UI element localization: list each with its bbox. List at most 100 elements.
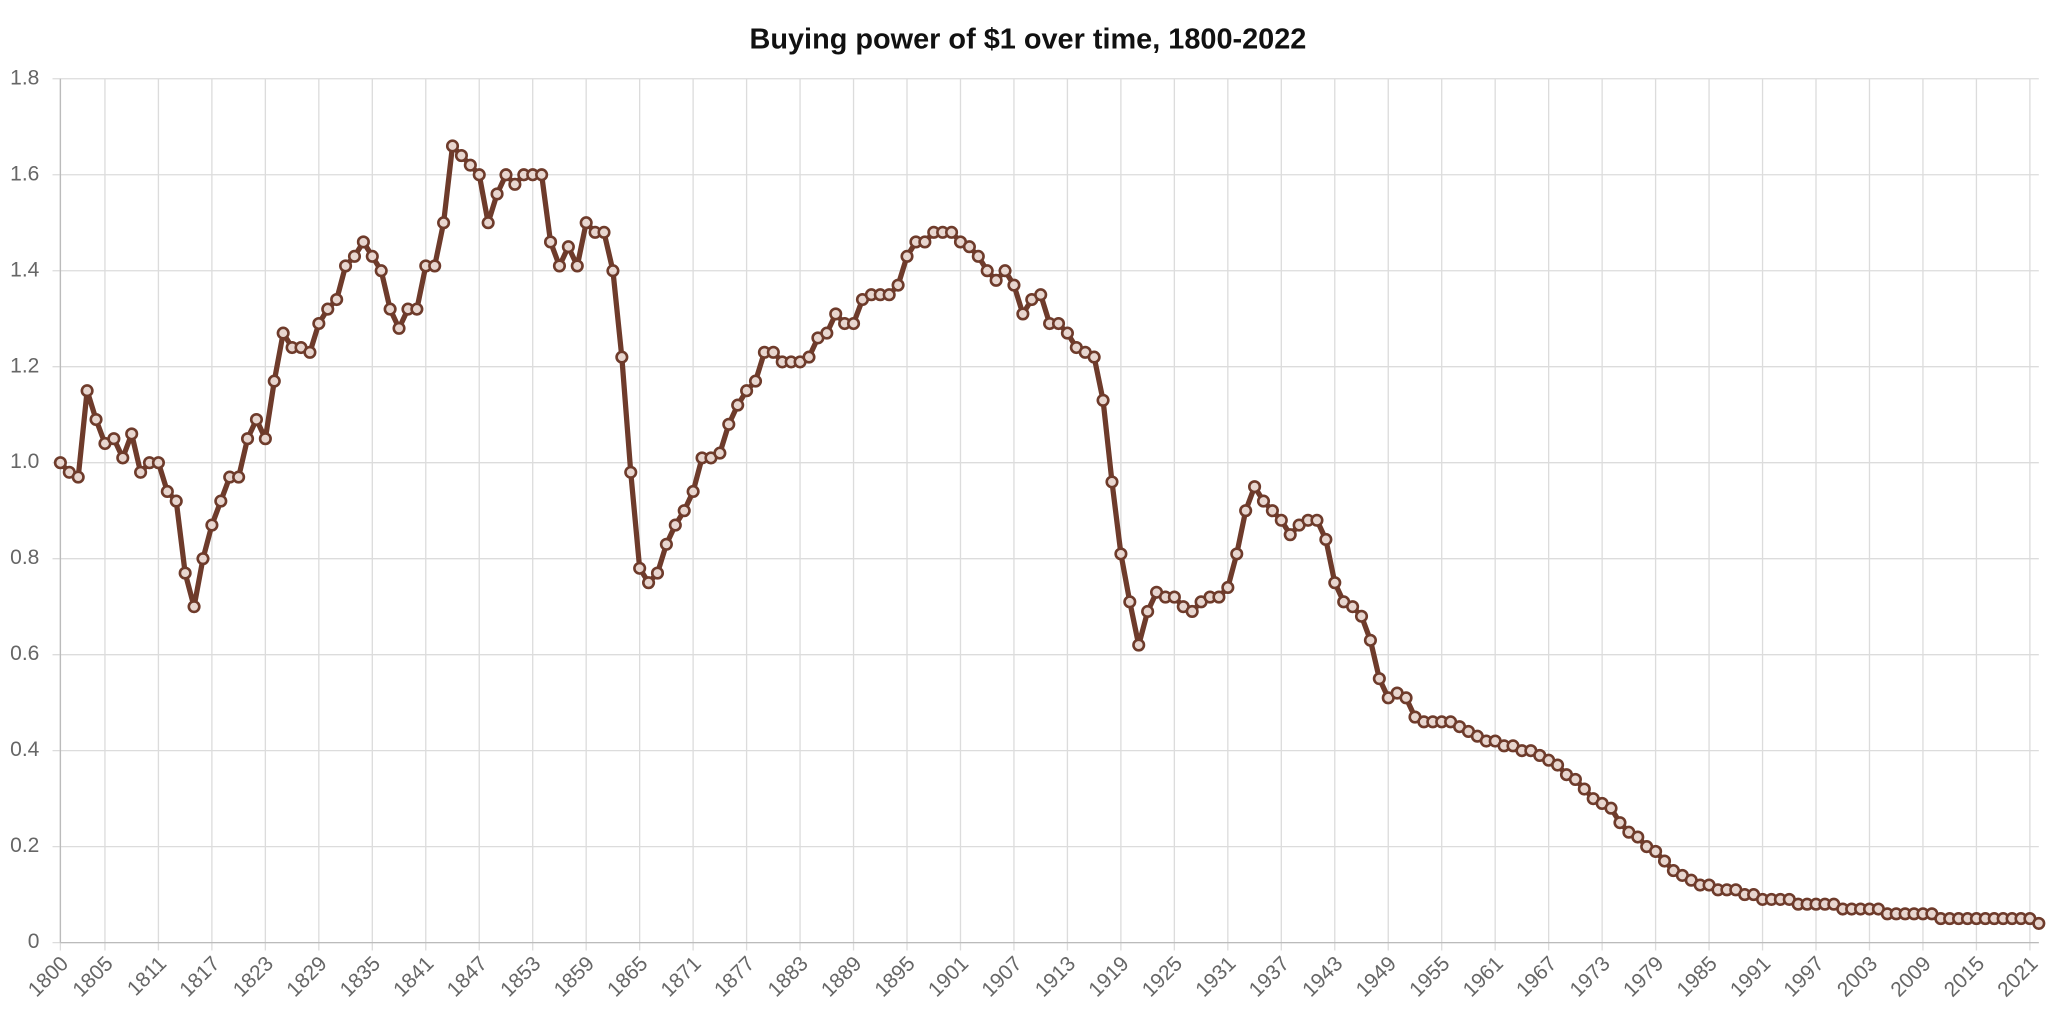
- data-point: [160, 484, 174, 499]
- data-point: [1007, 278, 1021, 292]
- data-point: [1613, 816, 1627, 830]
- data-point: [80, 384, 94, 398]
- data-point: [437, 216, 451, 230]
- x-tick-label: 1949: [1352, 952, 1401, 1001]
- x-tick-label: 1937: [1245, 952, 1294, 1001]
- data-point: [258, 432, 272, 446]
- data-point: [1657, 854, 1672, 868]
- data-point: [1087, 350, 1101, 364]
- y-tick-label: 0.8: [10, 546, 39, 569]
- data-point: [1230, 547, 1244, 561]
- data-point: [1212, 590, 1226, 604]
- x-tick-label: 1919: [1084, 952, 1133, 1001]
- data-point: [633, 561, 647, 575]
- y-tick-label: 1.8: [10, 66, 39, 89]
- y-tick-label: 0.4: [10, 738, 40, 761]
- data-point: [1256, 494, 1271, 508]
- data-point: [802, 350, 816, 364]
- data-point: [178, 566, 192, 580]
- x-tick-label: 1925: [1138, 952, 1187, 1001]
- x-tick-label: 1907: [977, 952, 1026, 1001]
- data-point: [303, 345, 317, 359]
- data-point: [1551, 758, 1565, 772]
- y-tick-label: 1.4: [10, 258, 40, 281]
- x-tick-label: 1841: [389, 952, 438, 1001]
- x-tick-label: 1853: [496, 952, 545, 1001]
- data-point: [330, 292, 344, 307]
- x-tick-label: 1883: [763, 952, 812, 1001]
- chart-title: Buying power of $1 over time, 1800-2022: [750, 23, 1307, 55]
- x-tick-label: 1895: [870, 952, 919, 1001]
- data-point: [107, 432, 121, 446]
- data-point: [1319, 532, 1333, 547]
- data-point: [731, 398, 745, 412]
- data-point: [1016, 307, 1030, 321]
- x-tick-label: 1985: [1672, 952, 1721, 1001]
- data-point: [267, 374, 281, 388]
- data-point: [597, 225, 611, 239]
- data-point: [820, 326, 834, 340]
- data-point: [383, 302, 397, 316]
- data-point: [151, 456, 165, 470]
- data-point: [392, 321, 406, 335]
- data-point: [232, 470, 246, 484]
- x-tick-label: 1800: [24, 952, 73, 1001]
- data-point: [846, 316, 861, 331]
- data-point: [998, 264, 1012, 278]
- data-point: [1568, 772, 1582, 787]
- data-point: [971, 249, 985, 263]
- data-point: [463, 158, 477, 172]
- data-point: [472, 168, 486, 182]
- x-tick-label: 1877: [710, 952, 759, 1001]
- data-point: [445, 139, 460, 153]
- x-tick-label: 1865: [603, 952, 652, 1001]
- data-point: [579, 216, 593, 230]
- data-point: [321, 302, 335, 316]
- data-point: [624, 465, 638, 479]
- data-point: [1265, 504, 1279, 518]
- data-point: [962, 240, 976, 254]
- x-tick-label: 1847: [443, 952, 492, 1001]
- data-point: [1248, 480, 1262, 494]
- y-tick-label: 1.2: [10, 354, 39, 377]
- data-point: [1132, 638, 1146, 652]
- y-tick-label: 1.0: [10, 450, 39, 473]
- data-point: [71, 470, 85, 484]
- data-point: [1221, 580, 1235, 595]
- data-point: [561, 240, 575, 254]
- data-point: [740, 384, 754, 398]
- data-point: [980, 264, 994, 278]
- data-point: [240, 432, 255, 446]
- data-point: [1274, 513, 1288, 527]
- data-point: [606, 264, 620, 278]
- data-point: [347, 249, 362, 263]
- x-tick-label: 1817: [175, 952, 224, 1001]
- x-tick-label: 1829: [282, 952, 331, 1001]
- data-point: [214, 494, 228, 508]
- data-point: [1105, 475, 1119, 489]
- data-point: [1577, 782, 1591, 796]
- x-tick-label: 2009: [1886, 952, 1935, 1001]
- data-point: [1363, 633, 1377, 647]
- data-point: [428, 259, 442, 273]
- data-point: [918, 235, 932, 249]
- data-point: [722, 417, 736, 431]
- x-tick-label: 1979: [1619, 952, 1668, 1001]
- y-tick-label: 0.6: [10, 642, 39, 665]
- x-tick-label: 1889: [817, 952, 866, 1001]
- data-point: [650, 566, 665, 580]
- data-point: [1034, 288, 1048, 302]
- data-point: [116, 451, 130, 465]
- data-point: [1649, 844, 1663, 858]
- data-point: [356, 235, 370, 249]
- data-point: [1346, 600, 1360, 614]
- data-point: [1123, 595, 1137, 609]
- data-point: [1631, 830, 1645, 844]
- data-point: [1372, 672, 1386, 686]
- data-point: [454, 148, 468, 163]
- data-point: [900, 249, 914, 263]
- data-point: [552, 259, 567, 273]
- data-point: [713, 446, 727, 460]
- data-point: [89, 412, 103, 427]
